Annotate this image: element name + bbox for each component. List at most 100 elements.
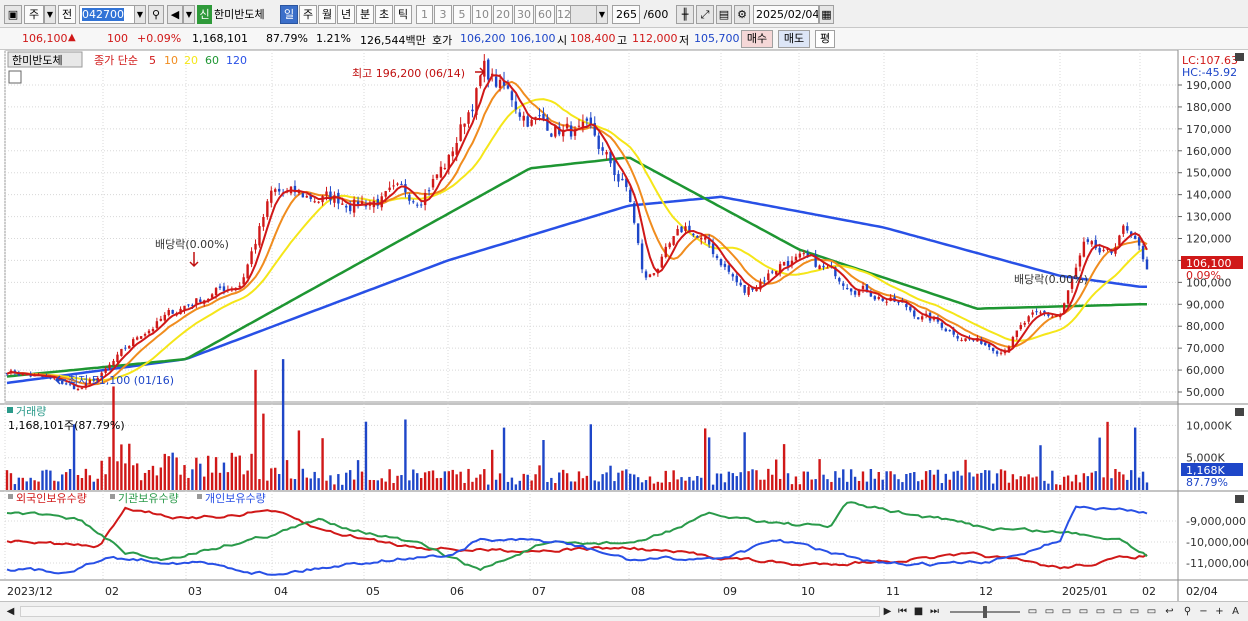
volume-bar [419,478,423,490]
volume-bar [1086,476,1090,490]
buy-button[interactable]: 매수 [741,30,773,48]
eval-button[interactable]: 평 [815,30,835,48]
gear-icon[interactable]: ⚙ [734,5,750,24]
candle-body [644,271,648,278]
candle-body [621,178,624,181]
count-input[interactable]: 265 [612,5,640,24]
speaker-icon[interactable]: ◀ [167,5,183,24]
grid-toggle-icon[interactable] [8,70,22,84]
font-size-icon[interactable]: A [1232,606,1239,617]
volume-bar [1098,437,1101,490]
panel-close-icon[interactable] [1235,408,1244,416]
period-3-button[interactable]: 년 [337,5,355,24]
line-tool-icon[interactable]: ⤢ [696,5,714,24]
candle-body [778,264,782,274]
sell-button[interactable]: 매도 [778,30,810,48]
volume-bar [305,477,308,490]
candle-body [1070,278,1074,289]
zoom-out-icon[interactable]: − [1199,606,1208,617]
interval-2-button[interactable]: 5 [453,5,471,24]
volume-bar [459,471,462,490]
candle-type-icon[interactable]: ╫ [676,5,694,24]
interval-5-button[interactable]: 30 [514,5,534,24]
volume-bar [577,471,581,490]
volume-bar [739,472,742,490]
candle-body [952,329,955,335]
volume-bar [688,476,691,490]
stop-icon[interactable]: ■ [913,606,924,617]
search-zoom-icon[interactable]: ⚲ [1183,606,1192,617]
volume-bar [964,459,967,490]
period-4-button[interactable]: 분 [356,5,374,24]
candle-body [124,347,127,349]
panel-close-icon[interactable] [1235,53,1244,61]
interval-1-button[interactable]: 3 [434,5,452,24]
code-dropdown-icon[interactable]: ▼ [134,5,146,24]
code-input[interactable]: 042700 [79,5,135,24]
volume-bar [179,474,182,490]
layout-icon-1[interactable]: ▭ [1027,606,1038,617]
layout-icon-7[interactable]: ▭ [1129,606,1140,617]
volume-bar [1011,474,1015,490]
candle-body [782,261,786,266]
volume-bar [1019,476,1022,490]
period-0-button[interactable]: 일 [280,5,298,24]
volume-bar [337,474,340,490]
first-page-icon[interactable]: ⏮ [898,606,907,617]
market-select[interactable]: 주 [24,5,44,24]
interval-4-button[interactable]: 20 [493,5,513,24]
scroll-right-icon[interactable]: ▶ [883,606,892,617]
scroll-track[interactable] [20,606,880,617]
window-menu-icon[interactable]: ▣ [4,5,22,24]
market-dropdown-icon[interactable]: ▼ [44,5,56,24]
scroll-left-icon[interactable]: ◀ [6,606,15,617]
period-6-button[interactable]: 틱 [394,5,412,24]
volume-bar [392,483,395,490]
volume-bar [143,472,147,490]
back-icon[interactable]: ↩ [1165,606,1174,617]
volume-bar [100,460,103,490]
candle-body [250,251,253,265]
layout-icon-8[interactable]: ▭ [1146,606,1157,617]
candle-body [999,352,1003,354]
candle-body [258,226,261,246]
candle-body [964,338,967,341]
date-input[interactable]: 2025/02/04 [753,5,819,24]
volume-bar [995,473,999,490]
stock-chart[interactable]: 190,000 180,000 170,000 160,000 150,000 140,0… [0,49,1248,601]
layout-icon-6[interactable]: ▭ [1112,606,1123,617]
volume-bar [952,471,955,490]
prev-button[interactable]: 전 [58,5,76,24]
calendar-icon[interactable]: ▦ [819,5,834,24]
interval-6-button[interactable]: 60 [535,5,555,24]
layout-icon-2[interactable]: ▭ [1044,606,1055,617]
volume-bar [1106,421,1109,490]
panel-close-icon[interactable] [1235,495,1244,503]
volume-bar [999,469,1003,490]
speaker-dropdown-icon[interactable]: ▼ [183,5,195,24]
chart-area[interactable]: 190,000 180,000 170,000 160,000 150,000 140,0… [0,49,1248,601]
volume-bar [617,472,620,490]
layout-icon-5[interactable]: ▭ [1095,606,1106,617]
volume-bar [526,474,529,490]
period-5-button[interactable]: 초 [375,5,393,24]
period-1-button[interactable]: 주 [299,5,317,24]
zoom-handle[interactable] [983,606,987,618]
layout-icon-3[interactable]: ▭ [1061,606,1072,617]
interval-dropdown-icon[interactable]: ▼ [596,5,608,24]
interval-0-button[interactable]: 1 [416,5,433,24]
volume-bar [664,470,667,490]
candle-body [404,184,407,193]
layout-icon-4[interactable]: ▭ [1078,606,1089,617]
search-icon[interactable]: ⚲ [148,5,164,24]
candle-body [1007,346,1011,353]
save-icon[interactable]: ▤ [716,5,732,24]
zoom-in-icon[interactable]: + [1215,606,1224,617]
period-2-button[interactable]: 월 [318,5,336,24]
interval-3-button[interactable]: 10 [472,5,492,24]
holding-legend-marker [197,494,202,499]
chart-scrollbar[interactable]: ◀ ▶ ⏮ ■ ⏭ ▭ ▭ ▭ ▭ ▭ ▭ ▭ ▭ ↩ ⚲ − + A [0,601,1248,621]
amount-value: 126,544백만 [360,34,426,47]
holding-tick-label: -11,000,000 [1186,557,1248,570]
last-page-icon[interactable]: ⏭ [930,606,939,617]
